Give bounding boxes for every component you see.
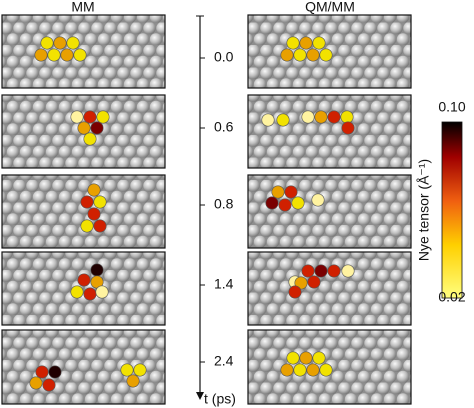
dislocation-atom <box>83 287 97 301</box>
dislocation-atom <box>299 36 313 50</box>
time-tick-label: 0.8 <box>214 196 234 212</box>
dislocation-atom <box>95 285 109 299</box>
dislocation-atom <box>306 363 320 377</box>
dislocation-atom <box>35 365 49 379</box>
colorbar-max: 0.10 <box>438 99 465 115</box>
dislocation-atom <box>291 196 305 210</box>
dislocation-atom <box>311 193 325 207</box>
atom-panel <box>247 94 412 169</box>
atom-panel <box>1 174 166 249</box>
time-tick-label: 2.4 <box>214 353 234 369</box>
dislocation-atom <box>29 376 43 390</box>
time-arrow <box>196 392 204 400</box>
dislocation-atom <box>301 264 315 278</box>
column-title: MM <box>71 0 94 15</box>
dislocation-atom <box>80 195 94 209</box>
dislocation-atom <box>293 48 307 62</box>
atom-panel <box>247 251 412 326</box>
dislocation-atom <box>42 378 56 392</box>
dislocation-atom <box>70 285 84 299</box>
dislocation-atom <box>327 110 341 124</box>
dislocation-atom <box>314 264 328 278</box>
dislocation-atom <box>47 48 61 62</box>
dislocation-atom <box>90 263 104 277</box>
dislocation-atom <box>278 198 292 212</box>
dislocation-atom <box>288 285 302 299</box>
dislocation-atom <box>314 110 328 124</box>
dislocation-atom <box>286 36 300 50</box>
dislocation-atom <box>77 273 91 287</box>
dislocation-atom <box>53 36 67 50</box>
dislocation-atom <box>90 121 104 135</box>
dislocation-atom <box>340 110 354 124</box>
dislocation-atom <box>341 264 355 278</box>
dislocation-atom <box>319 48 333 62</box>
time-ticks: 0.0 0.6 0.8 1.4 2.4 <box>200 49 234 369</box>
column-title: QM/MM <box>305 0 355 15</box>
dislocation-atom <box>120 363 134 377</box>
dislocation-atom <box>96 110 110 124</box>
dislocation-atom <box>83 132 97 146</box>
time-axis-label: t (ps) <box>204 391 236 407</box>
dislocation-atom <box>294 276 308 290</box>
dislocation-atom <box>80 219 94 233</box>
dislocation-atom <box>284 185 298 199</box>
dislocation-atom <box>133 363 147 377</box>
dislocation-atom <box>306 48 320 62</box>
dislocation-atom <box>66 36 80 50</box>
dislocation-atom <box>261 113 275 127</box>
dislocation-atom <box>280 363 294 377</box>
dislocation-atom <box>280 48 294 62</box>
dislocation-atom <box>301 110 315 124</box>
dislocation-atom <box>265 196 279 210</box>
dislocation-atom <box>286 351 300 365</box>
dislocation-atom <box>312 351 326 365</box>
dislocation-atom <box>299 351 313 365</box>
time-tick-label: 0.0 <box>214 49 234 65</box>
panels <box>1 14 412 405</box>
dislocation-atom <box>60 48 74 62</box>
dislocation-atom <box>93 195 107 209</box>
dislocation-atom <box>40 36 54 50</box>
dislocation-atom <box>87 183 101 197</box>
dislocation-atom <box>70 110 84 124</box>
colorbar <box>441 121 463 299</box>
dislocation-atom <box>126 374 140 388</box>
dislocation-atom <box>77 121 91 135</box>
dislocation-atom <box>87 207 101 221</box>
dislocation-atom <box>93 219 107 233</box>
time-tick-label: 0.6 <box>214 119 234 135</box>
dislocation-atom <box>312 36 326 50</box>
dislocation-atom <box>276 113 290 127</box>
dislocation-atom <box>48 365 62 379</box>
dislocation-atom <box>307 275 321 289</box>
atom-panel <box>1 251 166 326</box>
atom-panel <box>247 329 412 405</box>
atom-panel <box>247 174 412 249</box>
colorbar-label: Nye tensor (Å⁻¹) <box>416 159 432 261</box>
dislocation-atom <box>319 363 333 377</box>
time-tick-label: 1.4 <box>214 276 234 292</box>
dislocation-atom <box>73 48 87 62</box>
dislocation-atom <box>34 48 48 62</box>
dislocation-atom <box>341 121 355 135</box>
dislocation-atom <box>83 110 97 124</box>
dislocation-atom <box>327 264 341 278</box>
colorbar-min: 0.02 <box>438 289 465 305</box>
dislocation-atom <box>271 185 285 199</box>
dislocation-atom <box>293 363 307 377</box>
